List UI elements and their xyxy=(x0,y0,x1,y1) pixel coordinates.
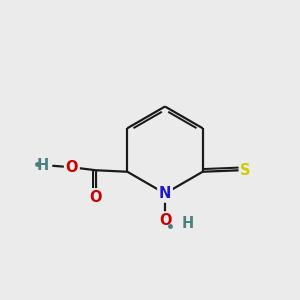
Text: O: O xyxy=(159,213,171,228)
Text: S: S xyxy=(240,163,251,178)
Text: N: N xyxy=(159,186,171,201)
Text: H: H xyxy=(182,216,194,231)
Text: O: O xyxy=(66,160,78,175)
Text: H: H xyxy=(37,158,49,173)
Text: O: O xyxy=(90,190,102,205)
